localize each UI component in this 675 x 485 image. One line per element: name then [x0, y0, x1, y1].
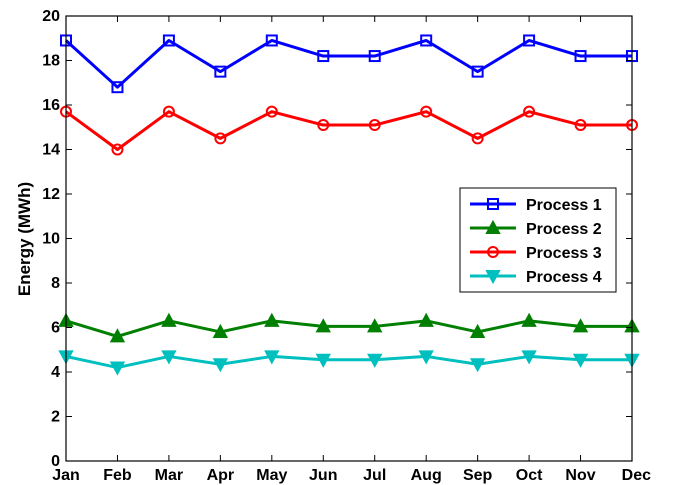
data-point — [264, 312, 280, 327]
y-tick-label: 4 — [51, 364, 60, 381]
y-tick-label: 14 — [42, 142, 60, 159]
legend-label: Process 4 — [526, 269, 602, 286]
data-point — [214, 65, 227, 78]
data-point — [572, 318, 589, 333]
data-point — [367, 318, 383, 333]
x-tick-label: Mar — [155, 467, 183, 484]
data-point — [574, 50, 587, 63]
data-point — [161, 312, 177, 327]
legend-label: Process 3 — [526, 245, 602, 262]
data-point — [469, 358, 486, 373]
series-line — [64, 38, 632, 89]
data-point — [521, 350, 537, 365]
y-tick-label: 8 — [51, 275, 60, 292]
legend-entry: Process 2 — [470, 219, 602, 238]
x-tick-label: Sep — [463, 467, 493, 484]
data-point — [265, 34, 278, 47]
data-point — [315, 353, 331, 368]
x-tick-label: Aug — [411, 467, 442, 484]
data-point — [418, 312, 434, 327]
series-layer — [58, 34, 640, 376]
data-point — [109, 361, 126, 376]
y-tick-label: 10 — [42, 231, 60, 248]
data-point — [317, 119, 330, 132]
y-tick-label: 12 — [42, 186, 60, 203]
data-point — [420, 105, 433, 118]
y-tick-label: 18 — [42, 53, 60, 70]
data-point — [161, 350, 177, 365]
legend-label: Process 1 — [526, 197, 602, 214]
data-point — [471, 132, 484, 145]
x-tick-label: Jun — [309, 467, 337, 484]
legend-entry: Process 3 — [470, 245, 602, 262]
legend-marker — [485, 270, 501, 285]
x-tick-label: Oct — [516, 467, 543, 484]
data-point — [367, 353, 383, 368]
legend-marker — [485, 219, 501, 234]
y-axis-title: Energy (MWh) — [15, 182, 34, 296]
series-line — [65, 110, 632, 151]
data-point — [109, 328, 126, 343]
y-tick-label: 2 — [51, 409, 60, 426]
x-tick-label: Nov — [565, 467, 595, 484]
data-point — [368, 50, 381, 63]
data-point — [523, 105, 536, 118]
data-point — [162, 34, 175, 47]
data-point — [469, 323, 486, 338]
data-point — [574, 119, 587, 132]
data-point — [471, 65, 484, 78]
legend-marker — [487, 198, 499, 210]
y-tick-label: 6 — [51, 320, 60, 337]
y-tick-label: 16 — [42, 97, 60, 114]
data-point — [212, 323, 229, 338]
data-point — [420, 34, 433, 47]
x-tick-label: Jul — [363, 467, 386, 484]
y-tick-label: 20 — [42, 8, 60, 25]
data-point — [212, 358, 229, 373]
legend-entry: Process 4 — [470, 269, 602, 286]
data-point — [265, 105, 278, 118]
data-point — [368, 119, 381, 132]
data-point — [317, 50, 330, 63]
axes-layer: 0 2 4 6 8 10 12 14 16 18 20 Jan Feb Mar Apr May Jun Jul Au… — [42, 8, 651, 484]
y-tick-label: 0 — [51, 453, 60, 470]
x-tick-label: Feb — [103, 467, 132, 484]
data-point — [418, 350, 434, 365]
data-point — [264, 350, 280, 365]
legend-entry: Process 1 — [470, 197, 602, 214]
data-point — [572, 353, 589, 368]
data-point — [162, 105, 175, 118]
x-tick-label: May — [256, 467, 287, 484]
legend-marker — [487, 246, 499, 258]
legend: Process 1 Process 2 Process 3 Process 4 — [459, 187, 617, 293]
data-point — [315, 318, 331, 333]
series-2 — [58, 312, 640, 343]
data-point — [521, 312, 537, 327]
x-tick-label: Apr — [207, 467, 235, 484]
data-point — [523, 34, 536, 47]
data-point — [111, 143, 124, 156]
series-line — [65, 354, 632, 370]
legend-label: Process 2 — [526, 221, 602, 238]
data-point — [111, 81, 124, 94]
data-point — [214, 132, 227, 145]
series-line — [65, 319, 632, 338]
series-4 — [58, 350, 640, 376]
x-tick-label: Dec — [622, 467, 651, 484]
x-tick-label: Jan — [52, 467, 80, 484]
